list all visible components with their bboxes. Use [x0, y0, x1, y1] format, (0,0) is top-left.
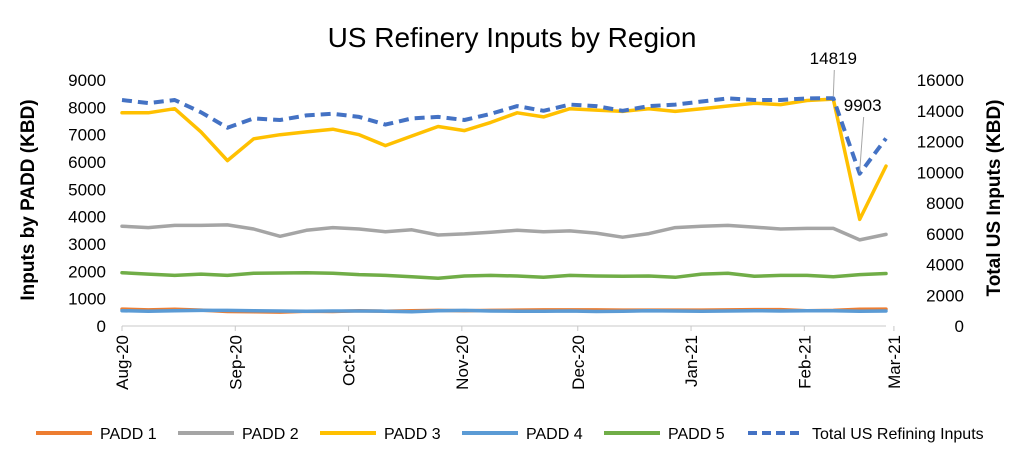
y-left-tick-label: 0 — [97, 317, 106, 336]
data-label: 14819 — [810, 49, 857, 68]
annotation-leader — [859, 116, 865, 172]
legend-label: Total US Refining Inputs — [812, 426, 984, 443]
right-axis-title: Total US Inputs (KBD) — [984, 99, 1005, 296]
y-right-tick-label: 6000 — [926, 225, 964, 244]
series-line-5 — [120, 270, 888, 280]
y-left-tick-label: 7000 — [68, 126, 106, 145]
y-left-tick-label: 5000 — [68, 180, 106, 199]
y-right-tick-label: 2000 — [926, 286, 964, 305]
y-right-tick-label: 8000 — [926, 194, 964, 213]
y-right-tick-label: 16000 — [917, 71, 964, 90]
series-line-4 — [120, 308, 888, 314]
legend-label: PADD 3 — [384, 426, 441, 443]
y-left-tick-label: 1000 — [68, 290, 106, 309]
series-line-3 — [120, 97, 888, 222]
x-tick-label: Aug-20 — [113, 335, 132, 390]
x-tick-label: Feb-21 — [795, 335, 814, 389]
series-line-2 — [120, 223, 888, 242]
y-left-tick-label: 9000 — [68, 71, 106, 90]
y-right-tick-label: 0 — [955, 317, 964, 336]
data-label: 9903 — [844, 96, 882, 115]
y-left-tick-label: 2000 — [68, 262, 106, 281]
annotation-leader — [832, 69, 835, 97]
x-tick-label: Jan-21 — [682, 335, 701, 387]
x-tick-label: Nov-20 — [453, 335, 472, 390]
series-line-6 — [121, 96, 888, 176]
y-right-tick-label: 14000 — [917, 102, 964, 121]
left-axis-title: Inputs by PADD (KBD) — [18, 99, 39, 300]
legend-label: PADD 5 — [668, 426, 725, 443]
y-left-tick-label: 3000 — [68, 235, 106, 254]
y-right-tick-label: 12000 — [917, 133, 964, 152]
y-left-tick-label: 6000 — [68, 153, 106, 172]
y-left-tick-label: 8000 — [68, 98, 106, 117]
x-tick-label: Sep-20 — [226, 335, 245, 390]
y-left-tick-label: 4000 — [68, 208, 106, 227]
plot-area: 0 1000 2000 3000 4000 5000 6000 7000 8000 9000 0 20… — [36, 49, 984, 443]
legend-label: PADD 4 — [526, 426, 583, 443]
x-tick-label: Oct-20 — [340, 335, 359, 386]
legend-label: PADD 2 — [242, 426, 299, 443]
chart-title: US Refinery Inputs by Region — [328, 22, 697, 53]
y-right-tick-label: 10000 — [917, 163, 964, 182]
x-tick-label: Dec-20 — [569, 335, 588, 390]
y-right-tick-label: 4000 — [926, 256, 964, 275]
legend-label: PADD 1 — [100, 426, 157, 443]
x-tick-label: Mar-21 — [885, 335, 904, 389]
